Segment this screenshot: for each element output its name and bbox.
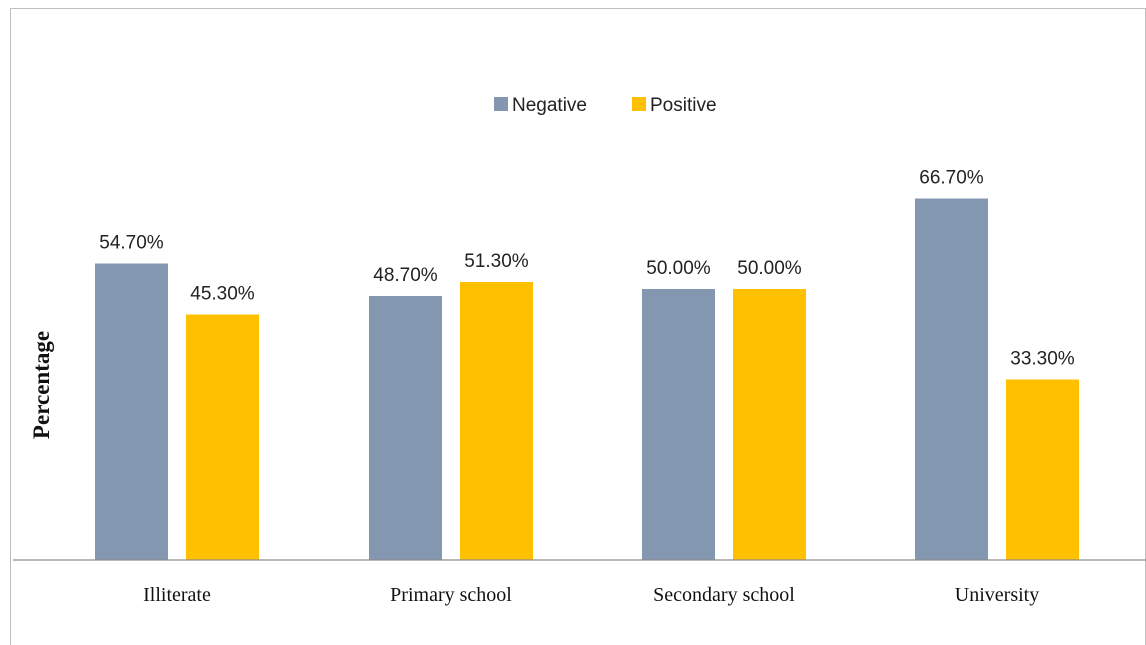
bar-positive-1 — [460, 282, 533, 560]
y-axis-label: Percentage — [29, 331, 54, 439]
x-tick-label-1: Primary school — [390, 584, 512, 606]
x-tick-label-2: Secondary school — [653, 584, 795, 606]
data-labels-layer: 54.70% 48.70% 50.00% 66.70% 45.30% 51.30% 50.0… — [99, 168, 1075, 370]
legend-label-positive: Positive — [650, 95, 717, 116]
bar-positive-2 — [733, 289, 806, 560]
bars-layer — [95, 198, 1079, 560]
x-tick-label-3: University — [955, 584, 1039, 606]
x-tick-label-0: Illiterate — [143, 584, 211, 606]
bar-positive-0 — [186, 314, 259, 560]
bar-negative-0 — [95, 263, 168, 560]
bar-positive-3 — [1006, 379, 1079, 560]
legend: Negative Positive — [494, 95, 717, 116]
data-label-negative-1: 48.70% — [373, 265, 438, 286]
legend-swatch-positive — [632, 97, 646, 111]
bar-negative-1 — [369, 296, 442, 560]
data-label-positive-1: 51.30% — [464, 251, 529, 272]
legend-swatch-negative — [494, 97, 508, 111]
data-label-positive-3: 33.30% — [1010, 349, 1075, 370]
bar-negative-3 — [915, 198, 988, 560]
bar-negative-2 — [642, 289, 715, 560]
data-label-negative-2: 50.00% — [646, 258, 711, 279]
legend-label-negative: Negative — [512, 95, 587, 116]
data-label-negative-3: 66.70% — [919, 168, 984, 189]
x-tick-labels-layer: Illiterate Primary school Secondary school… — [143, 584, 1039, 606]
data-label-negative-0: 54.70% — [99, 233, 164, 254]
data-label-positive-0: 45.30% — [190, 284, 255, 305]
data-label-positive-2: 50.00% — [737, 258, 802, 279]
